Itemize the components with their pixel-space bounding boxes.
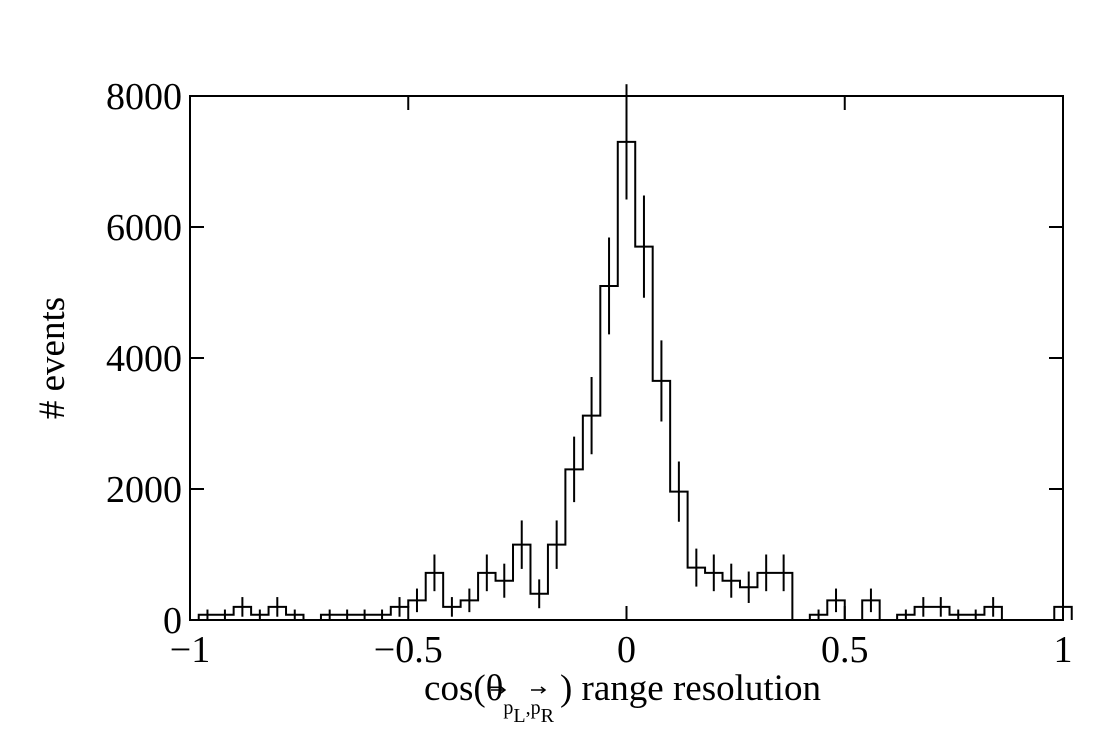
x-axis-label-sub2-index: R [541,705,555,727]
y-axis-label: # events [32,297,73,419]
x-axis-label-sub1: p [503,697,513,719]
x-axis-label-suffix: ) range resolution [560,668,821,709]
y-tick-label: 0 [163,600,182,642]
x-axis-label-prefix: cos(θ [424,668,503,709]
x-axis-label-sub2: p [531,697,541,719]
x-axis-label-sep: , [526,697,531,719]
plot-frame [189,95,1064,621]
axis-tick-labels: −1 −0.5 0 0.5 1 0 2000 4000 6000 8000 [106,76,1073,694]
y-tick-label: 4000 [106,338,182,380]
x-axis-label: cos(θpL,pR) range resolution [424,668,821,727]
x-tick-label: −0.5 [374,629,443,671]
vector-arrow-icon [491,686,507,694]
x-axis-label-sub1-index: L [513,705,525,727]
vector-arrow-icon [531,686,547,694]
histogram-step-line [197,140,1073,621]
y-tick-label: 8000 [106,76,182,118]
x-tick-label: −1 [170,629,210,671]
x-tick-label: 0 [617,629,636,671]
plot-area [197,84,1073,621]
x-tick-label: 1 [1054,629,1073,671]
x-tick-label: 0.5 [821,629,869,671]
y-tick-label: 6000 [106,207,182,249]
y-tick-label: 2000 [106,469,182,511]
